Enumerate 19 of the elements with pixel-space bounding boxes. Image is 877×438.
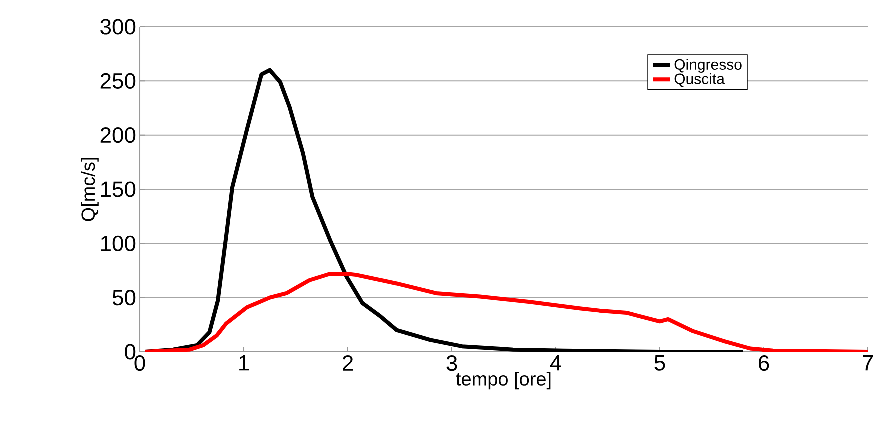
x-tick-label: 6 <box>758 356 770 372</box>
x-tick-label: 7 <box>863 356 874 371</box>
y-tick-label: 100 <box>101 236 136 252</box>
y-axis-title: Q[mc/s] <box>81 158 99 222</box>
x-tick-label: 2 <box>343 356 354 371</box>
y-tick-label: 250 <box>100 73 136 89</box>
x-tick-label: 1 <box>240 356 250 371</box>
line-series <box>143 272 868 352</box>
y-tick-label: 0 <box>125 344 136 360</box>
y-tick-label: 300 <box>100 19 136 35</box>
x-tick-label: 3 <box>446 356 458 372</box>
y-tick-label: 50 <box>112 290 136 306</box>
x-tick-label: 5 <box>654 356 666 371</box>
x-axis-title: tempo [ore] <box>456 372 551 390</box>
y-tick-label: 200 <box>100 128 136 144</box>
y-tick-label: 150 <box>101 182 136 198</box>
legend-label: Qingresso <box>674 59 742 73</box>
legend-label: Quscita <box>674 73 725 88</box>
x-tick-label: 4 <box>550 356 562 371</box>
